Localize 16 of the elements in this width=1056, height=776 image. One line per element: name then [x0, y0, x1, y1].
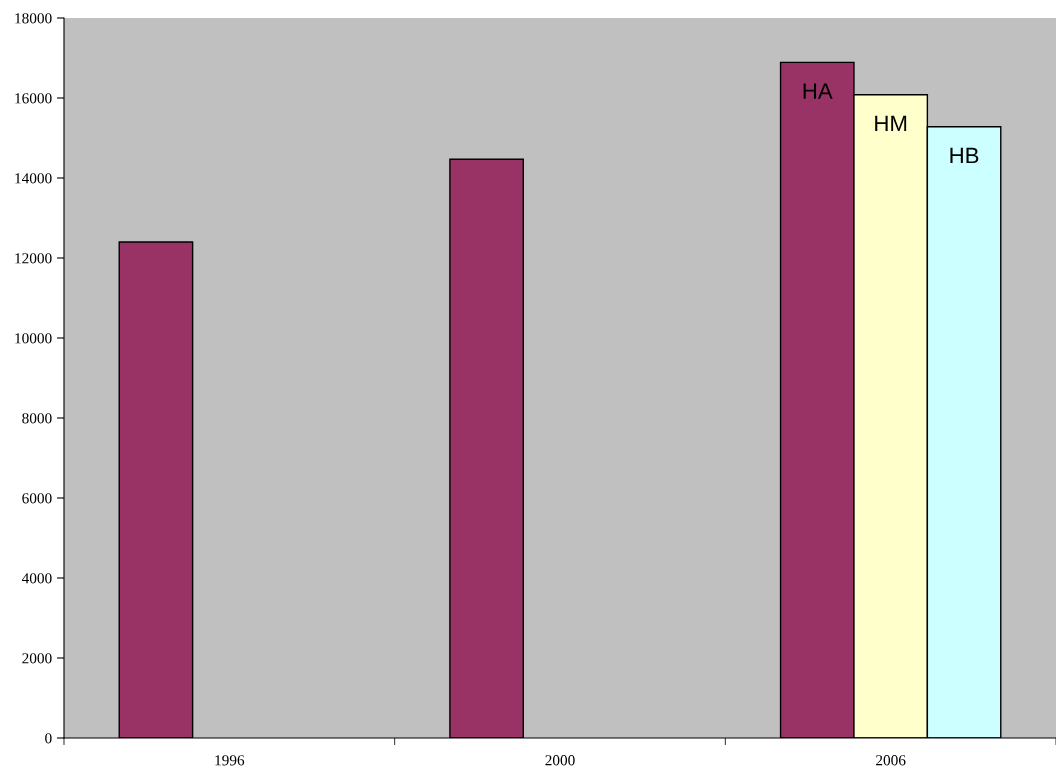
- y-tick-label: 16000: [15, 93, 52, 104]
- y-tick-label: 14000: [15, 173, 52, 184]
- x-tick-label: 2000: [545, 755, 575, 766]
- series-label: HB: [950, 147, 979, 164]
- y-tick-label: 10000: [15, 333, 52, 344]
- y-tick-label: 6000: [22, 493, 52, 504]
- y-tick-label: 8000: [22, 413, 52, 424]
- y-tick-label: 12000: [15, 253, 52, 264]
- x-tick-label: 1996: [215, 755, 245, 766]
- y-tick-label: 4000: [21, 573, 52, 584]
- y-tick-label: 2000: [22, 653, 52, 664]
- series-label: HA: [803, 83, 833, 99]
- x-tick-label: 2006: [876, 755, 906, 766]
- series-label: HM: [875, 115, 907, 132]
- y-tick-label: 18000: [15, 13, 52, 24]
- y-tick-label: 0: [45, 733, 52, 744]
